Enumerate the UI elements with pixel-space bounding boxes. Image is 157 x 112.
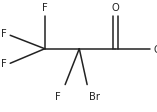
Text: Cl: Cl [153, 45, 157, 55]
Text: F: F [42, 3, 48, 13]
Text: F: F [0, 59, 6, 69]
Text: F: F [0, 29, 6, 39]
Text: Br: Br [89, 92, 100, 102]
Text: O: O [111, 3, 119, 13]
Text: F: F [55, 92, 61, 102]
